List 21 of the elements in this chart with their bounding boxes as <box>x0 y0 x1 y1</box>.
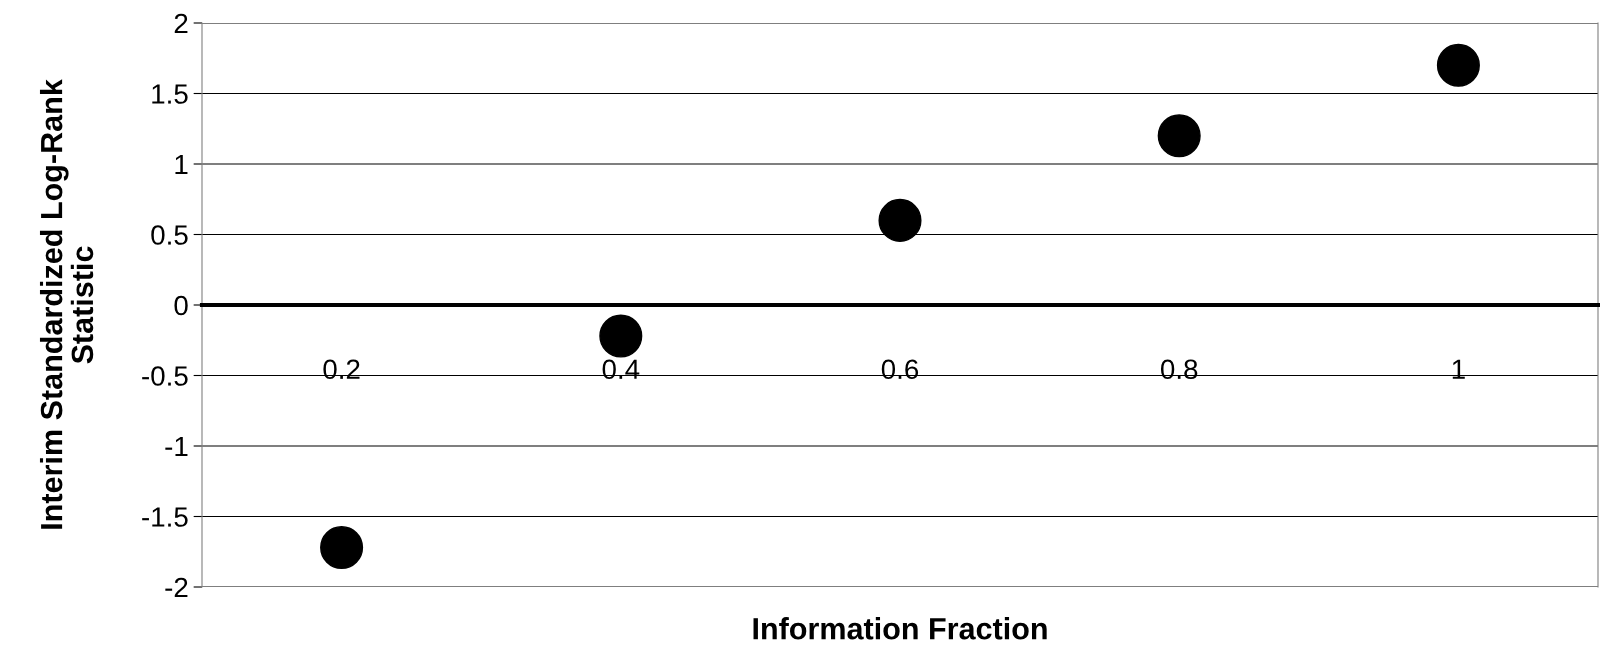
y-tick-label: -0.5 <box>142 366 188 386</box>
point <box>599 314 643 358</box>
x-tick-label: 0.8 <box>1160 359 1198 380</box>
x-tick-label: 1 <box>1452 359 1465 379</box>
y-tick-label: 1 <box>175 154 188 175</box>
x-tick-label: 0.6 <box>881 359 919 380</box>
y-axis-title: Interim Standardized Log-Rank Statistic <box>39 79 94 529</box>
x-tick-label: 0.4 <box>602 359 640 380</box>
y-tick-label: 1.5 <box>152 84 188 104</box>
y-tick-label: 0 <box>174 295 188 316</box>
point <box>1157 114 1201 158</box>
point <box>320 525 364 570</box>
y-tick-label: -1 <box>165 436 188 457</box>
x-axis-title: Information Fraction <box>753 617 1047 640</box>
y-tick-label: -1.5 <box>142 507 188 527</box>
x-tick-label: 0.2 <box>323 359 360 380</box>
point <box>878 198 922 242</box>
y-tick-label: 0.5 <box>151 225 188 245</box>
y-tick-label: -2 <box>165 577 188 598</box>
y-tick-label: 2 <box>174 13 188 34</box>
point <box>1436 43 1480 87</box>
